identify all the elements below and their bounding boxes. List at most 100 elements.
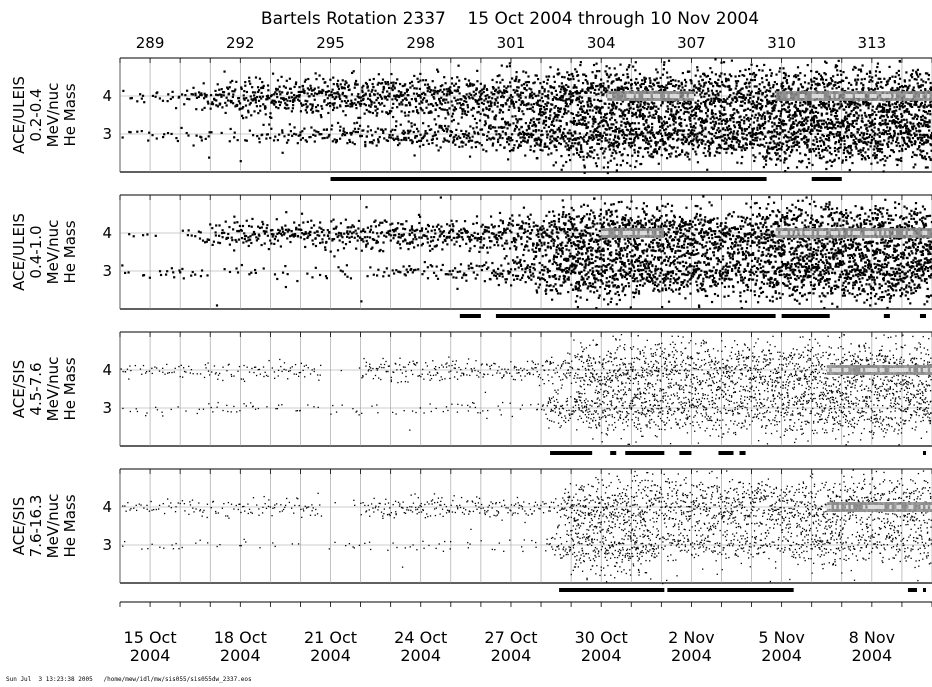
data-point <box>696 135 699 138</box>
data-point <box>463 95 466 99</box>
data-point <box>779 112 783 115</box>
data-point <box>711 109 714 112</box>
data-point <box>784 74 787 77</box>
data-point <box>188 98 191 101</box>
data-point <box>868 125 871 128</box>
data-point <box>317 92 320 95</box>
data-point <box>723 133 726 137</box>
data-point <box>729 143 733 147</box>
data-point <box>662 124 665 127</box>
data-point <box>245 90 249 94</box>
data-point <box>501 104 505 107</box>
data-point <box>478 119 482 122</box>
data-point <box>635 77 638 81</box>
data-point <box>816 84 819 87</box>
data-point <box>440 126 443 130</box>
data-point <box>859 126 863 129</box>
data-point <box>839 105 842 108</box>
data-point <box>392 137 395 140</box>
data-point <box>771 101 775 104</box>
data-point <box>656 81 659 85</box>
data-point <box>783 157 787 160</box>
data-point <box>733 112 736 115</box>
data-point <box>626 161 629 165</box>
data-point <box>419 133 422 136</box>
data-point <box>559 137 562 140</box>
data-point <box>360 102 363 106</box>
data-point <box>313 129 316 132</box>
data-point <box>463 100 466 103</box>
data-point <box>794 112 797 116</box>
data-point <box>743 102 747 105</box>
data-point <box>254 101 257 104</box>
data-point <box>576 103 579 107</box>
data-point <box>373 101 376 104</box>
data-point <box>214 89 217 93</box>
data-point <box>441 128 444 131</box>
data-point <box>539 110 542 113</box>
data-point <box>557 109 560 112</box>
data-point <box>610 103 614 106</box>
data-point <box>549 138 552 141</box>
data-point <box>551 140 554 143</box>
top-tick-label: 304 <box>587 34 616 52</box>
data-point <box>688 118 691 121</box>
data-point <box>924 72 928 75</box>
data-point <box>797 89 800 92</box>
data-point <box>414 135 417 138</box>
data-point <box>793 75 796 78</box>
data-point <box>590 134 593 137</box>
data-point <box>437 130 440 133</box>
data-point <box>714 113 717 116</box>
data-point <box>603 150 606 153</box>
data-point <box>762 123 765 127</box>
data-point <box>433 97 436 100</box>
data-point <box>377 81 380 84</box>
data-point <box>710 82 713 85</box>
data-point <box>372 139 375 142</box>
data-point <box>761 155 765 158</box>
data-point <box>538 138 542 141</box>
data-point <box>894 75 897 78</box>
data-point <box>648 136 652 139</box>
data-point <box>360 96 363 99</box>
data-point <box>292 99 295 102</box>
data-point <box>710 112 713 115</box>
data-point <box>831 133 834 136</box>
data-point <box>562 164 565 167</box>
data-point <box>867 107 870 110</box>
data-point <box>723 137 727 140</box>
data-point <box>618 108 621 111</box>
data-point <box>781 104 784 107</box>
data-point <box>778 133 781 136</box>
data-point <box>841 159 844 162</box>
data-point <box>405 104 408 107</box>
data-point <box>216 83 219 86</box>
data-point <box>537 103 540 107</box>
data-point <box>515 77 518 81</box>
data-point <box>367 89 370 92</box>
data-point <box>773 146 776 149</box>
y-axis-label-line: 0.2-0.4 <box>27 88 45 141</box>
data-point <box>849 146 852 150</box>
data-point <box>749 117 752 120</box>
data-point <box>499 134 502 137</box>
data-point <box>336 79 340 82</box>
data-point <box>790 102 793 105</box>
data-point <box>646 107 649 111</box>
data-point <box>657 162 660 165</box>
data-point <box>680 138 683 141</box>
data-point <box>280 97 283 100</box>
data-point <box>411 140 414 143</box>
data-point <box>425 100 428 103</box>
data-point <box>860 82 863 85</box>
data-point <box>829 146 832 150</box>
data-point <box>460 129 463 132</box>
data-point <box>278 90 281 93</box>
data-point <box>757 87 761 91</box>
data-point <box>644 86 647 89</box>
data-point <box>834 83 837 87</box>
data-point <box>843 108 846 111</box>
data-point <box>878 131 881 134</box>
data-point <box>789 136 792 139</box>
